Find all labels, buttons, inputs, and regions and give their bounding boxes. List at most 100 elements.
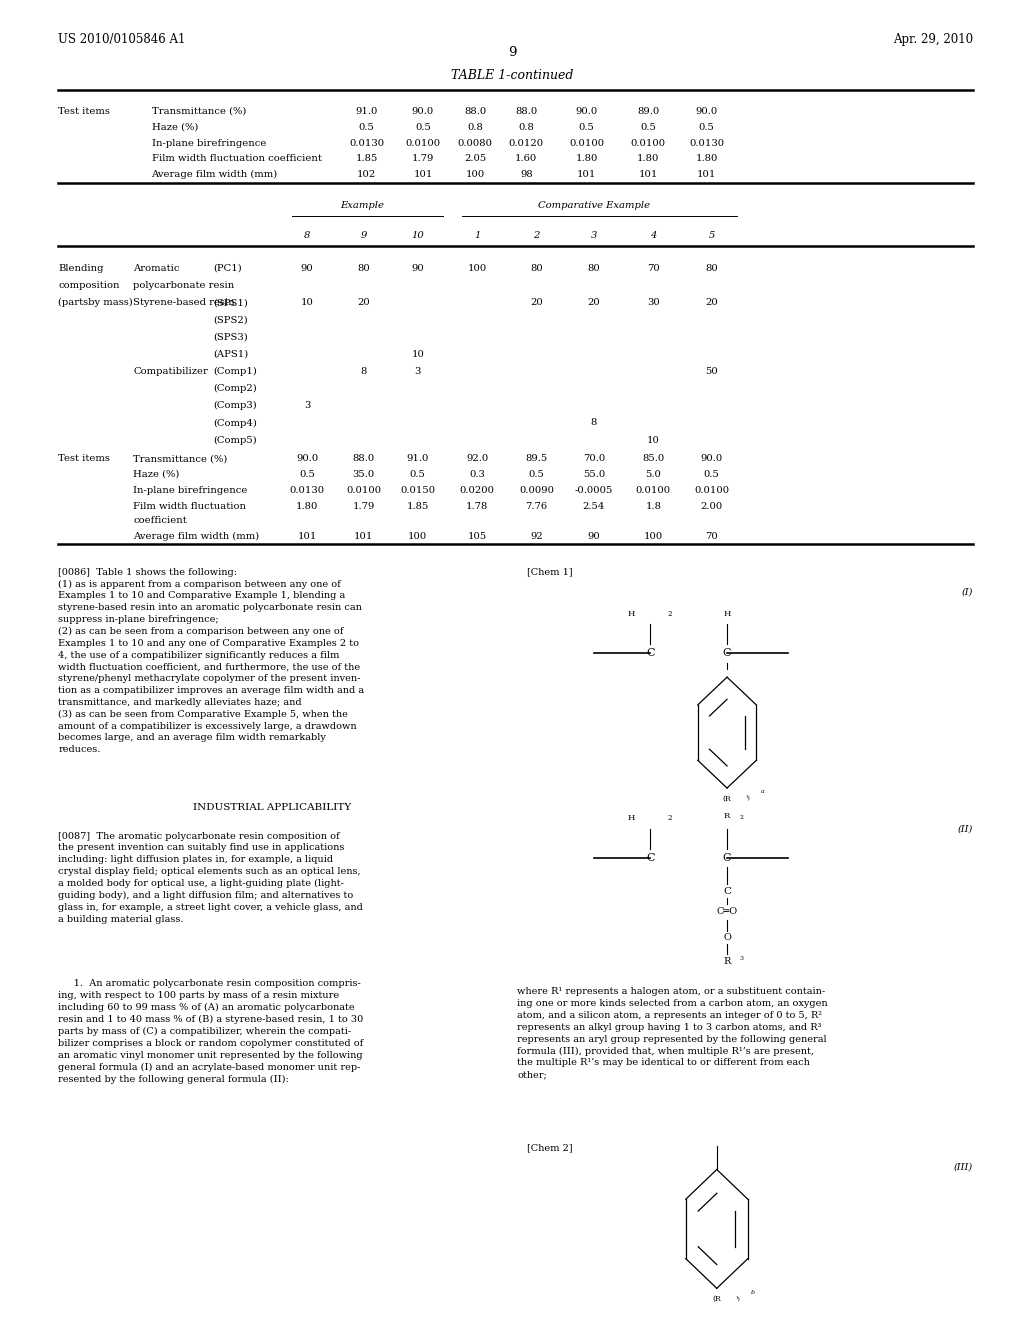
Text: R: R [723, 957, 731, 966]
Text: 91.0: 91.0 [407, 454, 429, 463]
Text: where R¹ represents a halogen atom, or a substituent contain-
ing one or more ki: where R¹ represents a halogen atom, or a… [517, 987, 827, 1080]
Text: 5: 5 [709, 231, 715, 240]
Text: R: R [724, 812, 730, 820]
Text: 20: 20 [530, 298, 543, 308]
Text: 0.0100: 0.0100 [406, 139, 440, 148]
Text: 1.79: 1.79 [352, 502, 375, 511]
Text: 1.85: 1.85 [355, 154, 378, 164]
Text: 35.0: 35.0 [352, 470, 375, 479]
Text: 105: 105 [468, 532, 486, 541]
Text: 80: 80 [588, 264, 600, 273]
Text: C: C [723, 648, 731, 659]
Text: [Chem 1]: [Chem 1] [527, 568, 573, 577]
Text: polycarbonate resin: polycarbonate resin [133, 281, 234, 290]
Text: Aromatic: Aromatic [133, 264, 179, 273]
Text: Haze (%): Haze (%) [152, 123, 198, 132]
Text: 9: 9 [508, 46, 516, 59]
Text: b: b [751, 1290, 755, 1295]
Text: 0.0100: 0.0100 [636, 486, 671, 495]
Text: a: a [761, 789, 765, 795]
Text: Example: Example [341, 201, 384, 210]
Text: 89.5: 89.5 [525, 454, 548, 463]
Text: 91.0: 91.0 [355, 107, 378, 116]
Text: 0.0080: 0.0080 [458, 139, 493, 148]
Text: 0.0100: 0.0100 [631, 139, 666, 148]
Text: (III): (III) [953, 1163, 973, 1172]
Text: 2.54: 2.54 [583, 502, 605, 511]
Text: 20: 20 [706, 298, 718, 308]
Text: 0.5: 0.5 [415, 123, 431, 132]
Text: 70: 70 [647, 264, 659, 273]
Text: Film width fluctuation: Film width fluctuation [133, 502, 246, 511]
Text: O: O [723, 933, 731, 942]
Text: 80: 80 [706, 264, 718, 273]
Text: Average film width (mm): Average film width (mm) [152, 170, 278, 180]
Text: 20: 20 [357, 298, 370, 308]
Text: US 2010/0105846 A1: US 2010/0105846 A1 [58, 33, 185, 46]
Text: 0.5: 0.5 [358, 123, 375, 132]
Text: 88.0: 88.0 [352, 454, 375, 463]
Text: (PC1): (PC1) [213, 264, 242, 273]
Text: 0.5: 0.5 [299, 470, 315, 479]
Text: (SPS2): (SPS2) [213, 315, 248, 325]
Text: (Comp2): (Comp2) [213, 384, 257, 393]
Text: (I): (I) [962, 587, 973, 597]
Text: 2.00: 2.00 [700, 502, 723, 511]
Text: 8: 8 [360, 367, 367, 376]
Text: 90: 90 [588, 532, 600, 541]
Text: 102: 102 [357, 170, 376, 180]
Text: 8: 8 [304, 231, 310, 240]
Text: 80: 80 [357, 264, 370, 273]
Text: 1.8: 1.8 [645, 502, 662, 511]
Text: 10: 10 [412, 350, 424, 359]
Text: 1.80: 1.80 [296, 502, 318, 511]
Text: Apr. 29, 2010: Apr. 29, 2010 [893, 33, 973, 46]
Text: Styrene-based resin: Styrene-based resin [133, 298, 234, 308]
Text: (Comp1): (Comp1) [213, 367, 257, 376]
Text: TABLE 1-continued: TABLE 1-continued [451, 69, 573, 82]
Text: 70.0: 70.0 [583, 454, 605, 463]
Text: 100: 100 [409, 532, 427, 541]
Text: 101: 101 [298, 532, 316, 541]
Text: H: H [628, 814, 635, 822]
Text: 100: 100 [468, 264, 486, 273]
Text: 101: 101 [414, 170, 432, 180]
Text: 0.5: 0.5 [698, 123, 715, 132]
Text: C: C [723, 853, 731, 863]
Text: C═O: C═O [717, 907, 737, 916]
Text: composition: composition [58, 281, 120, 290]
Text: 90: 90 [412, 264, 424, 273]
Text: 90.0: 90.0 [296, 454, 318, 463]
Text: 9: 9 [360, 231, 367, 240]
Text: (partsby mass): (partsby mass) [58, 298, 133, 308]
Text: 0.0130: 0.0130 [689, 139, 724, 148]
Text: (Comp4): (Comp4) [213, 418, 257, 428]
Text: 101: 101 [639, 170, 657, 180]
Text: 2.05: 2.05 [464, 154, 486, 164]
Text: Compatibilizer: Compatibilizer [133, 367, 208, 376]
Text: 3: 3 [739, 956, 743, 961]
Text: 101: 101 [578, 170, 596, 180]
Text: 0.0100: 0.0100 [346, 486, 381, 495]
Text: 1: 1 [474, 231, 480, 240]
Text: 0.0150: 0.0150 [400, 486, 435, 495]
Text: 3: 3 [304, 401, 310, 411]
Text: (R: (R [723, 795, 731, 803]
Text: [Chem 2]: [Chem 2] [527, 1143, 573, 1152]
Text: INDUSTRIAL APPLICABILITY: INDUSTRIAL APPLICABILITY [194, 803, 351, 812]
Text: 0.0090: 0.0090 [519, 486, 554, 495]
Text: 1.80: 1.80 [695, 154, 718, 164]
Text: Comparative Example: Comparative Example [539, 201, 650, 210]
Text: 90.0: 90.0 [575, 107, 598, 116]
Text: C: C [646, 853, 654, 863]
Text: 3: 3 [591, 231, 597, 240]
Text: 4: 4 [650, 231, 656, 240]
Text: 88.0: 88.0 [464, 107, 486, 116]
Text: 101: 101 [354, 532, 373, 541]
Text: Test items: Test items [58, 107, 111, 116]
Text: (II): (II) [957, 825, 973, 834]
Text: 0.5: 0.5 [640, 123, 656, 132]
Text: Transmittance (%): Transmittance (%) [133, 454, 227, 463]
Text: 92.0: 92.0 [466, 454, 488, 463]
Text: Haze (%): Haze (%) [133, 470, 179, 479]
